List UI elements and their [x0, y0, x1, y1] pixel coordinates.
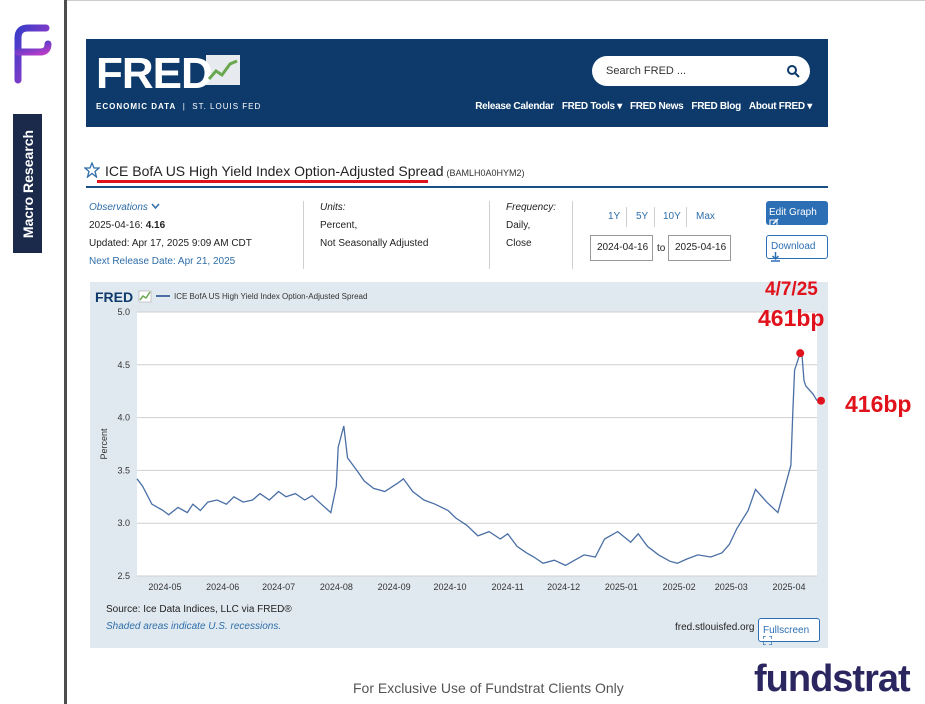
top-rule [66, 0, 925, 1]
chart-svg: FRED ICE BofA US High Yield Index Option… [95, 289, 825, 592]
highlight-point [817, 396, 825, 405]
frequency-value-2: Close [506, 238, 532, 249]
footer-note: For Exclusive Use of Fundstrat Clients O… [353, 680, 624, 696]
units-label: Units: [320, 202, 346, 213]
fred-header: FRED ECONOMIC DATA | ST. LOUIS FED Searc… [86, 39, 828, 127]
series-line [136, 351, 818, 567]
x-tick-label: 2024-10 [433, 582, 466, 592]
range-5y-button[interactable]: 5Y [636, 211, 649, 222]
units-value-2: Not Seasonally Adjusted [320, 238, 429, 249]
chart-fred-logo: FRED [95, 289, 133, 305]
info-divider [489, 201, 490, 269]
frequency-value-1: Daily, [506, 220, 531, 231]
obs-value: 4.16 [145, 220, 166, 231]
chart-source: Source: Ice Data Indices, LLC via FRED® [106, 604, 292, 615]
edit-graph-label: Edit Graph [769, 207, 817, 218]
frequency-label: Frequency: [506, 202, 557, 213]
range-separator [686, 207, 687, 227]
y-tick-label: 3.5 [117, 465, 130, 475]
annotation-peak: 461bp [758, 305, 825, 331]
download-icon [771, 252, 780, 262]
x-tick-label: 2024-07 [262, 582, 295, 592]
annotation-date: 4/7/25 [765, 279, 818, 300]
red-underline [97, 180, 428, 183]
download-label: Download [771, 241, 816, 252]
annotation-last: 416bp [845, 391, 912, 417]
updated-text: Updated: Apr 17, 2025 9:09 AM CDT [89, 238, 252, 249]
range-separator [654, 207, 655, 227]
units-value-1: Percent, [320, 220, 358, 231]
range-max-button[interactable]: Max [696, 211, 715, 222]
nav-release-calendar[interactable]: Release Calendar [475, 101, 554, 112]
edit-graph-button[interactable]: Edit Graph [766, 201, 828, 228]
x-tick-label: 2025-03 [715, 582, 748, 592]
fullscreen-label: Fullscreen [763, 625, 810, 636]
search-placeholder: Search FRED ... [606, 65, 687, 77]
download-button[interactable]: Download [766, 235, 828, 262]
info-divider [303, 201, 304, 269]
fundstrat-logo: fundstrat [754, 658, 911, 700]
nav-fred-blog[interactable]: FRED Blog [691, 101, 741, 112]
next-release-link[interactable]: Next Release Date: Apr 21, 2025 [89, 256, 236, 267]
frequency-block: Frequency: Daily, Close [506, 199, 556, 253]
y-axis-label: Percent [99, 428, 109, 460]
nav-about-fred[interactable]: About FRED ▾ [748, 101, 812, 112]
fred-nav: Release Calendar FRED Tools ▾ FRED News … [475, 101, 812, 112]
observations-block: Observations 2025-04-16: 4.16 Updated: A… [89, 199, 252, 271]
legend-label: ICE BofA US High Yield Index Option-Adju… [174, 292, 367, 301]
y-tick-label: 3.0 [117, 518, 130, 528]
observations-dropdown[interactable]: Observations [89, 202, 148, 213]
chart-panel: FRED ICE BofA US High Yield Index Option… [90, 282, 828, 648]
fundstrat-f-logo-icon [14, 24, 52, 84]
range-10y-button[interactable]: 10Y [663, 211, 681, 222]
nav-fred-tools[interactable]: FRED Tools ▾ [561, 101, 622, 112]
x-tick-label: 2024-05 [148, 582, 181, 592]
macro-research-tab: Macro Research [13, 114, 42, 253]
fullscreen-icon [762, 635, 773, 646]
x-tick-label: 2024-11 [492, 582, 524, 592]
chevron-down-icon[interactable] [151, 203, 160, 210]
nav-fred-news[interactable]: FRED News [629, 101, 684, 112]
y-tick-label: 4.5 [117, 360, 130, 370]
range-1y-button[interactable]: 1Y [608, 211, 621, 222]
series-code: (BAMLH0A0HYM2) [446, 168, 525, 178]
x-tick-label: 2024-09 [378, 582, 411, 592]
star-icon[interactable] [84, 162, 100, 178]
y-tick-label: 5.0 [117, 307, 130, 317]
fred-chart-logo-icon [206, 55, 240, 85]
end-date-input[interactable]: 2025-04-16 [668, 235, 731, 261]
start-date-input[interactable]: 2024-04-16 [590, 235, 653, 261]
units-block: Units: Percent, Not Seasonally Adjusted [320, 199, 428, 253]
fred-url[interactable]: fred.stlouisfed.org [675, 622, 755, 633]
obs-date: 2025-04-16: [89, 220, 143, 231]
title-rule [86, 186, 828, 188]
x-tick-label: 2025-04 [773, 582, 806, 592]
recession-note[interactable]: Shaded areas indicate U.S. recessions. [106, 621, 282, 632]
x-tick-label: 2025-02 [663, 582, 696, 592]
chart-fred-logo-icon [138, 290, 152, 303]
range-separator [626, 207, 627, 227]
series-name: ICE BofA US High Yield Index Option-Adju… [105, 163, 444, 179]
series-title: ICE BofA US High Yield Index Option-Adju… [84, 160, 525, 179]
fred-subtitle: ECONOMIC DATA | ST. LOUIS FED [96, 102, 262, 111]
y-tick-label: 2.5 [117, 571, 130, 581]
x-tick-label: 2024-06 [206, 582, 239, 592]
info-divider [572, 201, 573, 269]
date-to-label: to [657, 243, 666, 254]
fred-logo[interactable]: FRED [96, 49, 213, 98]
x-tick-label: 2025-01 [605, 582, 638, 592]
left-divider [64, 0, 67, 704]
highlight-point [796, 349, 805, 358]
plot-area [137, 312, 817, 576]
macro-research-label: Macro Research [19, 129, 36, 238]
x-tick-label: 2024-08 [320, 582, 353, 592]
edit-icon [769, 218, 779, 228]
y-tick-label: 4.0 [117, 413, 130, 423]
search-icon[interactable] [786, 64, 800, 78]
fullscreen-button[interactable]: Fullscreen [758, 618, 820, 646]
x-tick-label: 2024-12 [547, 582, 580, 592]
search-input[interactable]: Search FRED ... [592, 56, 810, 86]
